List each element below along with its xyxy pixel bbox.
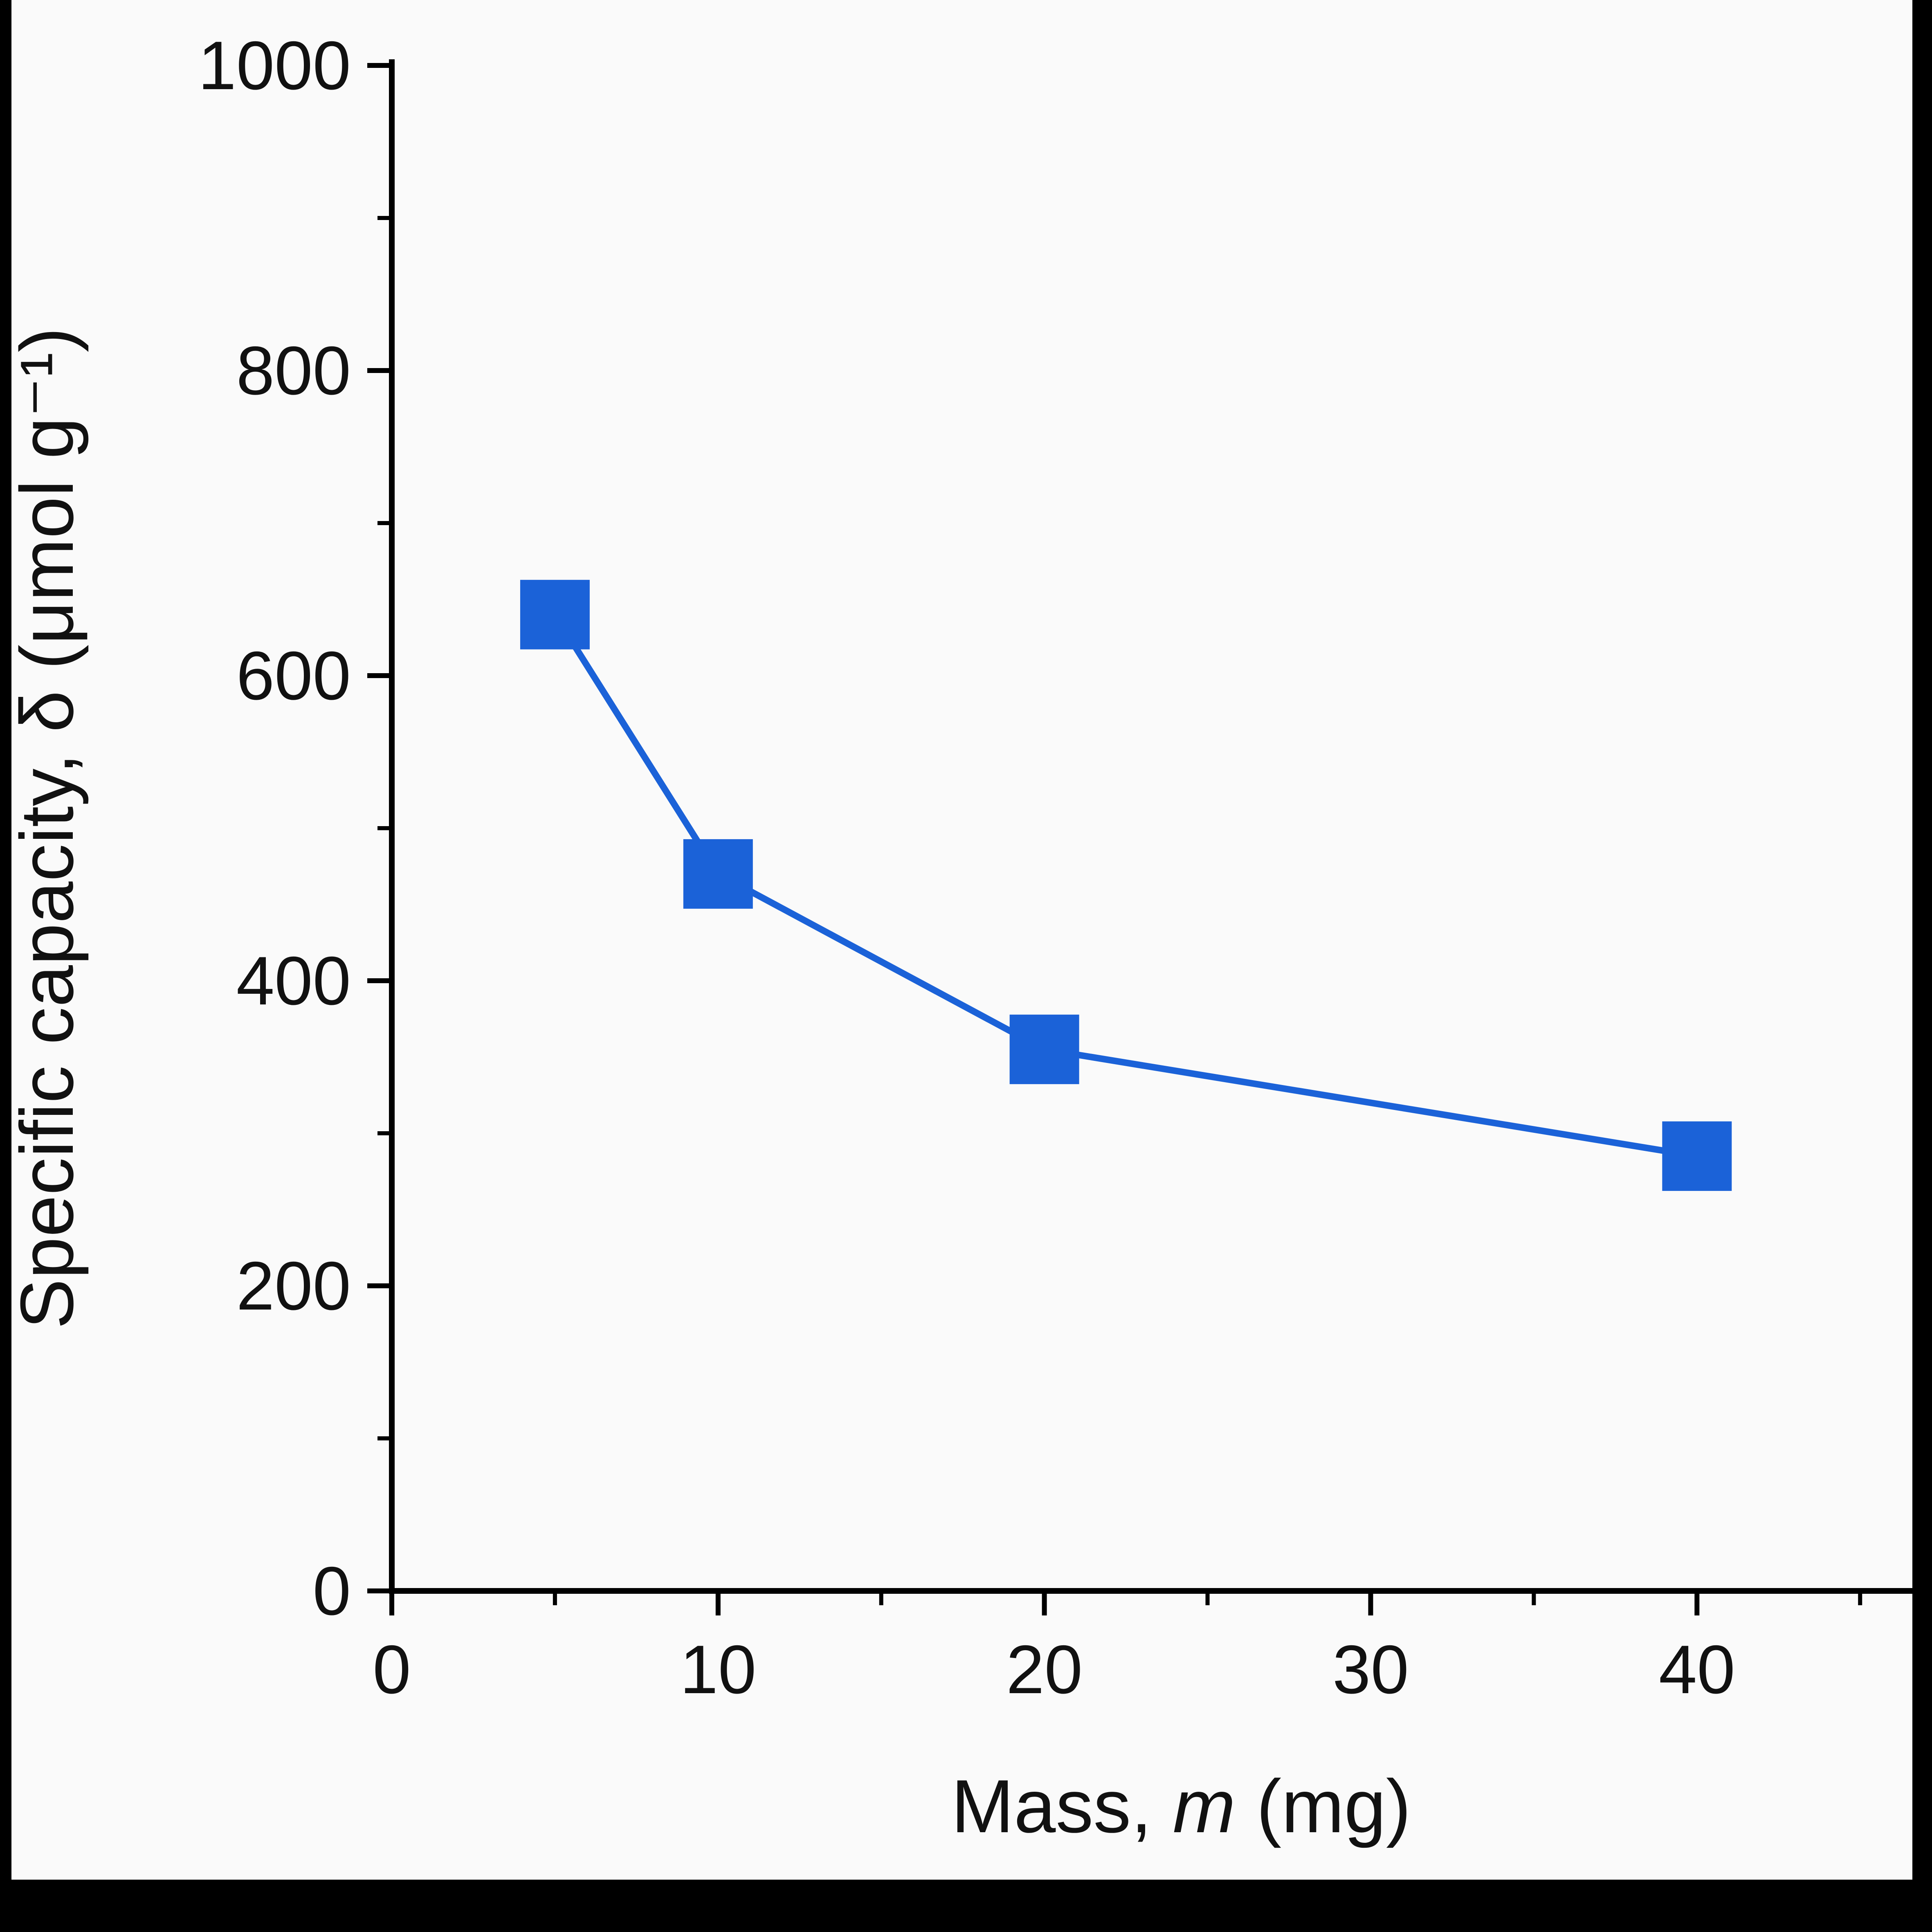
axes-group: 0 200 400 600 800 1000 0 10 20 30 40 <box>198 27 1912 1708</box>
chart-panel: 0 200 400 600 800 1000 0 10 20 30 40 Specific capa… <box>11 0 1912 1880</box>
x-axis-title: Mass, m (mg) <box>951 1764 1411 1848</box>
x-axis-title-suffix: (mg) <box>1236 1764 1411 1848</box>
x-axis-title-symbol: m <box>1173 1764 1236 1848</box>
data-point-marker <box>520 580 590 649</box>
data-point-marker <box>683 839 753 909</box>
x-tick-label: 30 <box>1332 1631 1409 1708</box>
y-tick-label: 200 <box>236 1247 351 1324</box>
data-line <box>552 613 1698 1159</box>
y-tick-label: 1000 <box>198 27 351 104</box>
x-tick-label: 40 <box>1659 1631 1735 1708</box>
x-tick-label: 20 <box>1006 1631 1083 1708</box>
x-axis-title-prefix: Mass, <box>951 1764 1173 1848</box>
y-tick-label: 800 <box>236 332 351 409</box>
data-series-group <box>520 580 1732 1191</box>
x-tick-label: 10 <box>680 1631 756 1708</box>
data-point-marker <box>1009 1014 1079 1084</box>
y-tick-label: 400 <box>236 942 351 1019</box>
chart-canvas: 0 200 400 600 800 1000 0 10 20 30 40 Specific capa… <box>11 27 1912 1848</box>
y-axis-title: Specific capacity, δ (μmol g⁻¹) <box>11 327 89 1329</box>
x-tick-label: 0 <box>373 1631 411 1708</box>
data-point-marker <box>1662 1121 1732 1191</box>
y-tick-label: 600 <box>236 637 351 714</box>
y-tick-label: 0 <box>313 1552 351 1629</box>
